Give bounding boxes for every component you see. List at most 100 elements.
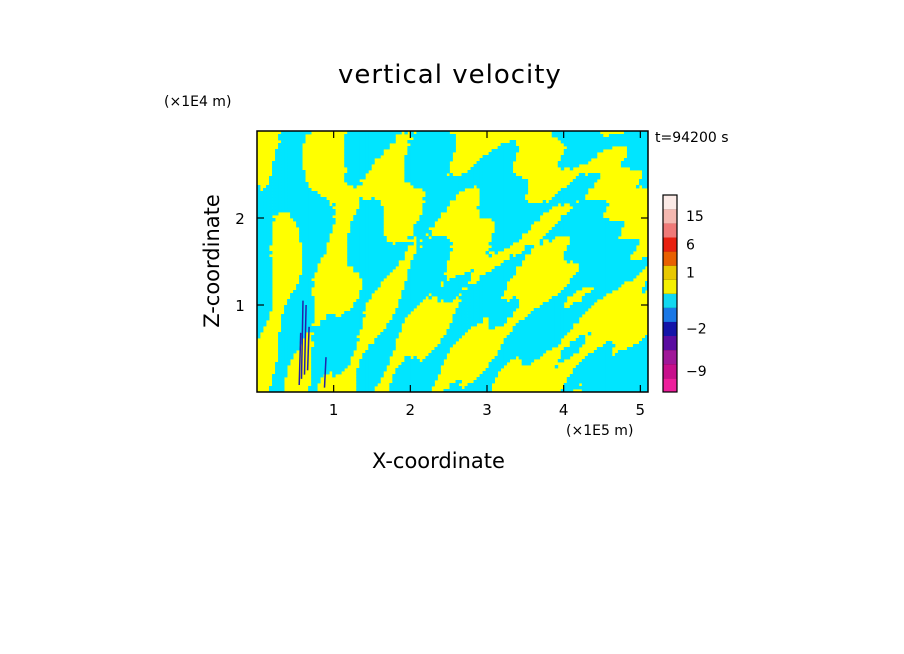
field-cell	[269, 182, 273, 186]
field-cell	[599, 224, 604, 228]
field-cell	[437, 176, 441, 180]
field-cell	[296, 167, 300, 171]
field-cell	[470, 323, 474, 327]
field-cell	[437, 167, 441, 171]
field-cell	[287, 164, 291, 168]
field-cell	[410, 167, 414, 171]
field-cell	[437, 272, 441, 276]
field-cell	[506, 311, 511, 315]
field-cell	[272, 209, 276, 213]
field-cell	[365, 218, 369, 222]
field-cell	[317, 257, 321, 261]
field-cell	[488, 326, 492, 330]
field-cell	[320, 209, 324, 213]
field-cell	[554, 203, 559, 207]
field-cell	[569, 161, 574, 165]
field-cell	[521, 344, 526, 348]
field-cell	[440, 191, 444, 195]
field-cell	[260, 296, 264, 300]
field-cell	[632, 164, 637, 168]
field-cell	[389, 338, 393, 342]
field-cell	[365, 299, 369, 303]
field-cell	[503, 227, 508, 231]
field-cell	[581, 335, 586, 339]
field-cell	[644, 176, 648, 180]
field-cell	[560, 323, 565, 327]
field-cell	[572, 131, 577, 135]
field-cell	[365, 293, 369, 297]
field-cell	[293, 332, 297, 336]
field-cell	[575, 218, 580, 222]
field-cell	[626, 137, 631, 141]
field-cell	[296, 302, 300, 306]
field-cell	[599, 230, 604, 234]
field-cell	[299, 290, 303, 294]
field-cell	[311, 263, 315, 267]
field-cell	[632, 248, 637, 252]
field-cell	[443, 179, 447, 183]
field-cell	[269, 203, 273, 207]
field-cell	[410, 263, 414, 267]
field-cell	[569, 305, 574, 309]
field-cell	[419, 158, 423, 162]
field-cell	[413, 290, 417, 294]
field-cell	[443, 203, 447, 207]
field-cell	[491, 203, 496, 207]
field-cell	[446, 239, 450, 243]
field-cell	[413, 269, 417, 273]
field-cell	[416, 146, 420, 150]
field-cell	[284, 308, 288, 312]
field-cell	[569, 326, 574, 330]
field-cell	[392, 332, 396, 336]
field-cell	[536, 317, 541, 321]
field-cell	[458, 317, 462, 321]
field-cell	[323, 230, 327, 234]
field-cell	[356, 218, 360, 222]
field-cell	[524, 212, 529, 216]
field-cell	[275, 173, 279, 177]
field-cell	[317, 338, 321, 342]
field-cell	[446, 158, 450, 162]
field-cell	[266, 290, 270, 294]
field-cell	[359, 176, 363, 180]
field-cell	[494, 293, 499, 297]
field-cell	[605, 341, 610, 345]
field-cell	[575, 344, 580, 348]
field-cell	[434, 140, 438, 144]
field-cell	[419, 251, 423, 255]
field-cell	[590, 143, 595, 147]
field-cell	[362, 248, 366, 252]
field-cell	[494, 236, 499, 240]
field-cell	[407, 278, 411, 282]
field-cell	[509, 257, 514, 261]
field-cell	[413, 257, 417, 261]
field-cell	[281, 191, 285, 195]
field-cell	[581, 338, 586, 342]
field-cell	[494, 230, 499, 234]
field-cell	[593, 350, 598, 354]
field-cell	[644, 341, 648, 345]
field-cell	[293, 134, 297, 138]
field-cell	[557, 164, 562, 168]
field-cell	[293, 155, 297, 159]
field-cell	[353, 332, 357, 336]
field-cell	[581, 245, 586, 249]
field-cell	[278, 155, 282, 159]
field-cell	[278, 137, 282, 141]
field-cell	[485, 164, 489, 168]
field-cell	[605, 272, 610, 276]
field-cell	[557, 137, 562, 141]
field-cell	[572, 137, 577, 141]
field-cell	[440, 146, 444, 150]
field-cell	[281, 182, 285, 186]
field-cell	[536, 329, 541, 333]
field-cell	[569, 239, 574, 243]
field-cell	[299, 164, 303, 168]
field-cell	[500, 281, 505, 285]
field-cell	[410, 176, 414, 180]
field-cell	[404, 155, 408, 159]
field-cell	[362, 221, 366, 225]
field-cell	[593, 218, 598, 222]
field-cell	[419, 185, 423, 189]
field-cell	[422, 149, 426, 153]
